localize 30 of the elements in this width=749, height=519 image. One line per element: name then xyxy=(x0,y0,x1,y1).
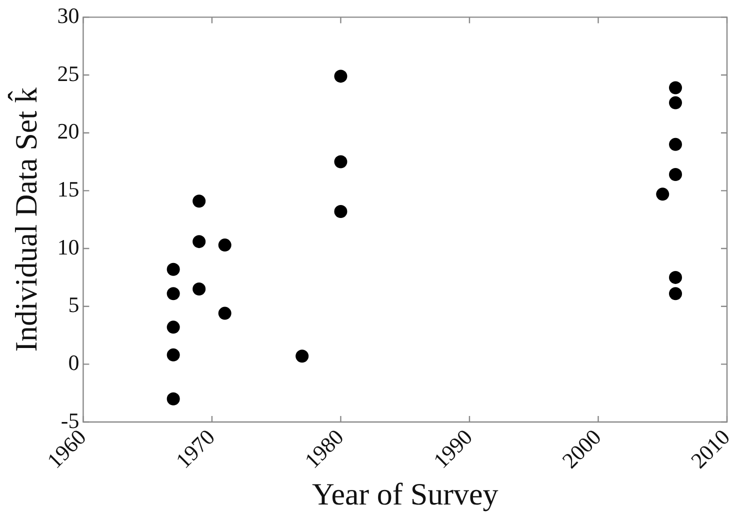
y-tick-label: 0 xyxy=(68,350,80,375)
point xyxy=(668,270,682,284)
point xyxy=(656,188,670,201)
x-axis-title: Year of Survey xyxy=(312,476,499,512)
point xyxy=(166,320,180,334)
y-tick-label: 15 xyxy=(57,176,80,202)
point xyxy=(166,392,180,406)
y-tick-label: 10 xyxy=(57,234,80,260)
point xyxy=(296,350,309,363)
point xyxy=(192,194,206,208)
y-axis-title: Individual Data Set k̂ xyxy=(7,86,44,352)
point xyxy=(668,81,682,94)
point xyxy=(334,205,348,218)
point xyxy=(668,138,682,151)
point xyxy=(668,287,682,300)
y-tick-label: 5 xyxy=(68,292,80,318)
y-tick-label: 30 xyxy=(57,2,80,28)
point xyxy=(218,238,232,252)
point xyxy=(668,168,682,181)
point xyxy=(668,96,682,110)
point xyxy=(166,287,180,300)
point xyxy=(192,235,206,248)
y-tick-label: 25 xyxy=(57,60,80,86)
point xyxy=(218,306,232,320)
y-tick-label: 20 xyxy=(57,118,80,144)
point xyxy=(334,155,348,168)
point xyxy=(166,262,180,276)
point xyxy=(192,282,206,296)
point xyxy=(166,348,180,362)
point xyxy=(334,70,348,83)
